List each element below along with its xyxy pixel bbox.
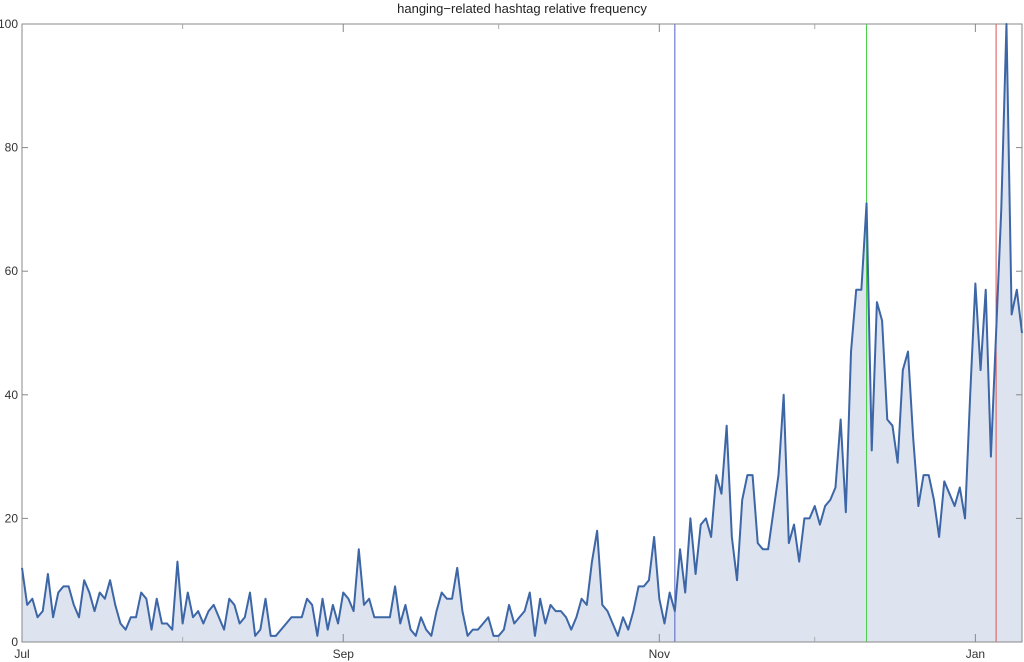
x-tick-label: Sep [333,647,355,661]
x-tick-label: Jul [14,647,29,661]
plot-area: 0 20 40 60 80 100 Jul Sep Nov Jan [0,17,1023,661]
y-tick-label: 80 [5,141,19,155]
y-tick-label: 60 [5,264,19,278]
series-area [22,24,1022,642]
x-tick-label: Nov [649,647,670,661]
y-tick-label: 100 [0,17,18,31]
y-tick-label: 40 [5,388,19,402]
y-tick-label: 20 [5,511,19,525]
series-line [21,23,1023,637]
y-tick-label: 0 [11,635,18,649]
chart-title: hanging−related hashtag relative frequen… [397,1,647,16]
x-tick-label: Jan [966,647,985,661]
